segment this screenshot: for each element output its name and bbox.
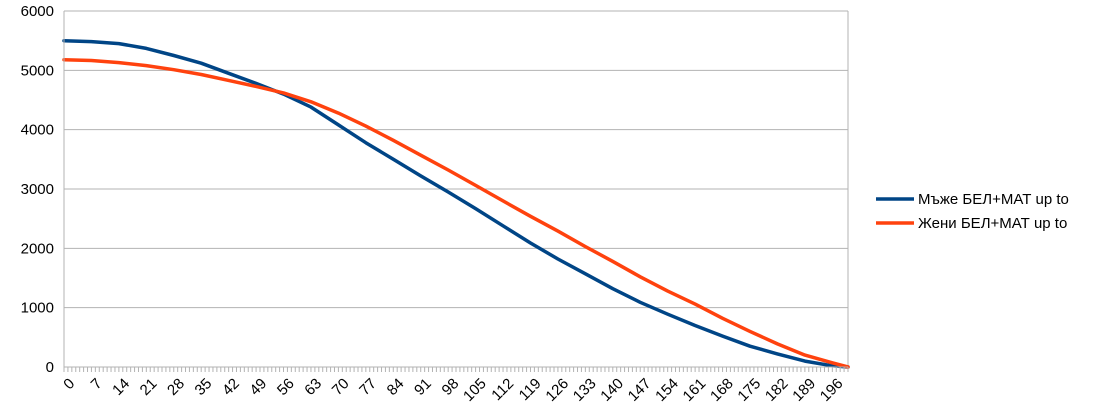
x-tick-label: 77 — [356, 375, 380, 399]
y-tick-label: 3000 — [21, 181, 54, 198]
legend-label: Жени БЕЛ+МАТ up to — [918, 215, 1067, 232]
x-axis-tick-labels: 0 7 14 21 28 35 42 49 56 63 70 77 84 91 98105112119126… — [60, 375, 846, 405]
x-tick-label: 91 — [411, 375, 435, 399]
x-tick-label: 63 — [301, 375, 325, 399]
x-tick-label: 196 — [817, 375, 847, 405]
x-tick-label: 84 — [384, 375, 408, 399]
x-tick-label: 42 — [219, 375, 243, 399]
x-tick-label: 119 — [516, 375, 545, 404]
axes — [63, 11, 849, 372]
x-tick-label: 35 — [192, 375, 216, 399]
x-tick-label: 0 — [60, 375, 78, 393]
x-tick-label: 154 — [652, 375, 682, 405]
x-tick-label: 56 — [274, 375, 298, 399]
x-tick-label: 105 — [460, 375, 490, 405]
x-tick-label: 161 — [680, 375, 710, 405]
x-tick-label: 182 — [762, 375, 792, 405]
x-tick-label: 7 — [88, 375, 106, 393]
x-tick-label: 21 — [137, 375, 161, 399]
x-tick-label: 28 — [164, 375, 188, 399]
x-tick-label: 189 — [789, 375, 819, 405]
series-line-2 — [62, 57, 850, 369]
x-tick-label: 147 — [625, 375, 655, 405]
series-line-1 — [62, 38, 850, 369]
y-tick-label: 2000 — [21, 240, 54, 257]
x-tick-label: 98 — [439, 375, 463, 399]
x-tick-label: 133 — [570, 375, 600, 405]
gridlines — [64, 10, 849, 368]
legend-label: Мъже БЕЛ+МАТ up to — [918, 191, 1069, 208]
x-tick-label: 168 — [707, 375, 737, 405]
x-tick-label: 70 — [329, 375, 353, 399]
series-lines — [62, 38, 850, 369]
x-tick-label: 49 — [246, 375, 270, 399]
y-tick-label: 6000 — [21, 3, 54, 20]
legend: Мъже БЕЛ+МАТ up to Жени БЕЛ+МАТ up to — [876, 191, 1069, 232]
y-axis-tick-labels: 0 1000 2000 3000 4000 5000 6000 — [21, 3, 54, 376]
x-tick-label: 14 — [109, 375, 133, 399]
x-tick-label: 140 — [597, 375, 627, 405]
y-tick-label: 0 — [46, 359, 54, 376]
x-tick-label: 112 — [488, 375, 517, 404]
y-tick-label: 5000 — [21, 62, 54, 79]
y-tick-label: 1000 — [21, 300, 54, 317]
x-tick-label: 175 — [734, 375, 764, 405]
y-tick-label: 4000 — [21, 122, 54, 139]
x-tick-label: 126 — [542, 375, 572, 405]
